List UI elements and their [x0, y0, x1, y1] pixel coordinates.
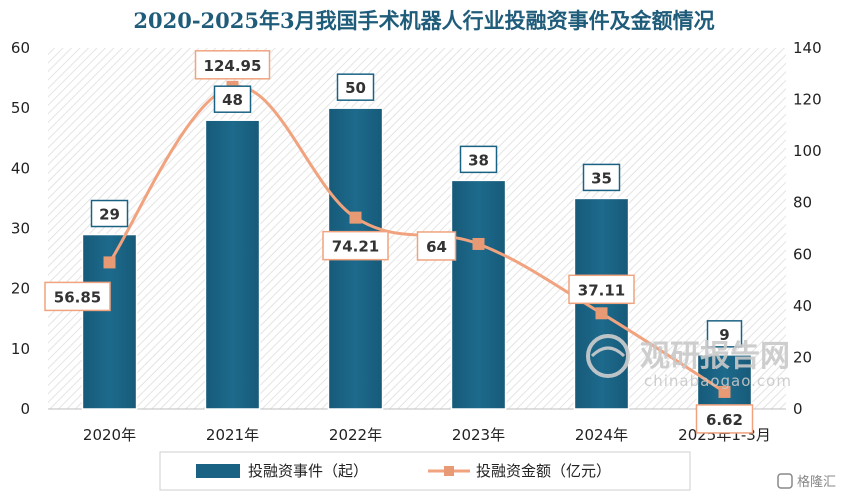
legend: 投融资事件（起） 投融资金额（亿元）	[159, 451, 691, 491]
watermark-brand: 观研报告网	[640, 339, 790, 374]
watermark-logo-icon	[586, 334, 630, 378]
bar-value-label: 38	[468, 151, 489, 169]
bar-value-label: 48	[222, 91, 243, 109]
watermark-swoosh-icon	[590, 346, 626, 358]
legend-bar-swatch	[196, 464, 240, 478]
corner-logo-icon	[777, 473, 793, 489]
y-axis-left: 0 10 20 30 40 50 60	[11, 39, 30, 418]
plot-area	[48, 48, 786, 409]
line-value-label: 56.85	[54, 288, 101, 306]
bar-label-box	[582, 163, 621, 192]
bar-label-box	[90, 199, 129, 228]
y-right-tick-label: 140	[793, 39, 822, 57]
legend-box	[159, 451, 691, 491]
y-right-tick-label: 80	[793, 194, 812, 212]
line-label-box	[568, 274, 635, 305]
legend-bar-label: 投融资事件（起）	[248, 462, 368, 480]
x-tick-label: 2024年	[575, 426, 628, 444]
bar-label-box	[459, 145, 498, 174]
line-point	[595, 307, 608, 320]
y-right-tick-label: 40	[793, 297, 812, 315]
corner-mark: 格隆汇	[777, 473, 836, 490]
corner-text: 格隆汇	[797, 474, 836, 490]
line-label-box	[695, 404, 754, 434]
bar	[696, 354, 753, 410]
line-value-label: 124.95	[204, 57, 262, 75]
y-left-tick-label: 40	[11, 159, 30, 177]
chart-title: 2020-2025年3月我国手术机器人行业投融资事件及金额情况	[133, 8, 714, 33]
y-left-tick-label: 10	[11, 340, 30, 358]
y-right-tick-label: 60	[793, 245, 812, 263]
x-tick-label: 2023年	[452, 426, 505, 444]
line-label-box	[322, 230, 389, 261]
bar-label-box	[213, 85, 252, 113]
line-value-label: 6.62	[706, 411, 743, 429]
line-point	[103, 256, 116, 269]
bar	[204, 119, 261, 410]
bar-value-label: 50	[345, 79, 366, 97]
x-axis: 2020年 2021年 2022年 2023年 2024年 2025年1-3月	[83, 426, 771, 444]
y-left-tick-label: 30	[11, 220, 30, 238]
line-value-label: 64	[426, 238, 447, 256]
legend-line-marker	[444, 466, 454, 476]
line-value-label: 74.21	[332, 238, 379, 256]
line-point	[349, 211, 362, 224]
bar-value-label: 29	[99, 206, 120, 224]
bar-value-label: 35	[591, 169, 612, 187]
line-label-box	[416, 231, 457, 261]
x-tick-label: 2022年	[329, 426, 382, 444]
y-left-tick-label: 60	[11, 39, 30, 57]
line-point	[472, 237, 485, 250]
y-left-tick-label: 20	[11, 280, 30, 298]
x-tick-label: 2020年	[83, 426, 136, 444]
y-right-tick-label: 0	[793, 400, 803, 418]
x-tick-label: 2021年	[206, 426, 259, 444]
line-label-box	[44, 281, 111, 312]
line-label-box	[194, 50, 271, 80]
bar-value-labels: 29 48 50 38 35 9	[90, 73, 743, 348]
bar-label-box	[706, 320, 743, 348]
watermark: 观研报告网 chinabaogao.com	[586, 334, 792, 390]
bar-value-label: 9	[719, 326, 729, 344]
bar	[450, 179, 507, 410]
legend-line-label: 投融资金额（亿元）	[476, 462, 611, 480]
y-left-tick-label: 0	[20, 400, 30, 418]
y-left-tick-label: 50	[11, 99, 30, 117]
line-value-label: 37.11	[578, 281, 625, 299]
y-right-tick-label: 100	[793, 142, 822, 160]
line-point	[718, 385, 731, 398]
bar-label-box	[336, 73, 375, 101]
line-value-labels: 56.85 124.95 74.21 64 37.11 6.62	[44, 50, 754, 434]
watermark-domain: chinabaogao.com	[644, 372, 792, 390]
y-right-tick-label: 120	[793, 91, 822, 109]
y-axis-right: 0 20 40 60 80 100 120 140	[793, 39, 822, 418]
y-right-tick-label: 20	[793, 348, 812, 366]
